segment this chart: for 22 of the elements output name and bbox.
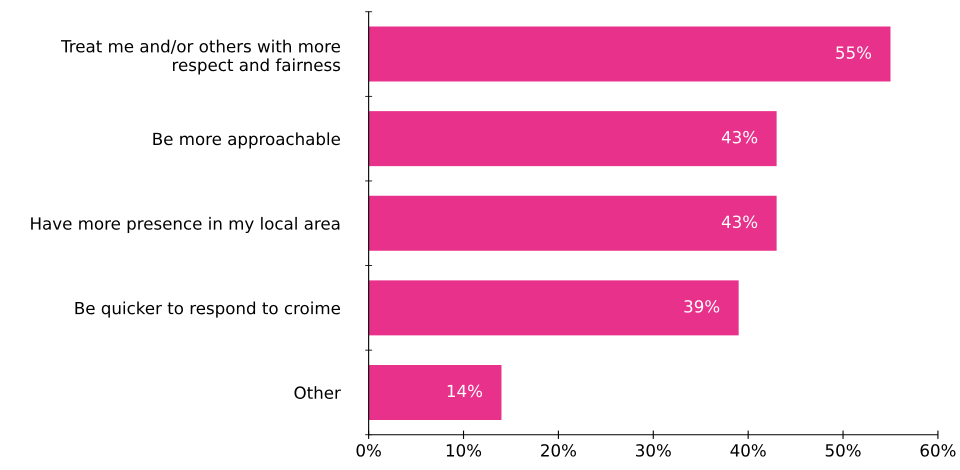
bar (368, 111, 777, 166)
data-label: 39% (684, 300, 720, 313)
x-tick-label: 30% (636, 444, 671, 457)
x-tick-label: 20% (541, 444, 576, 457)
y-tick-label: Other (294, 386, 341, 400)
data-label: 43% (722, 130, 758, 144)
y-tick-label: Have more presence in my local area (31, 216, 340, 234)
data-label: 14% (448, 384, 482, 398)
x-tick-label: 10% (446, 444, 482, 457)
bar (368, 26, 890, 82)
x-tick-label: 60% (920, 444, 956, 457)
y-tick-label: Be more approachable (153, 132, 340, 148)
bar (368, 364, 502, 420)
x-tick-label: 40% (730, 444, 766, 457)
data-label: 55% (836, 46, 872, 59)
y-tick-label: Be quicker to respond to croime (75, 302, 340, 318)
bar (368, 196, 777, 251)
x-tick-label: 0% (356, 444, 381, 457)
y-tick-label: Treat me and/or others with more respect and fairness (61, 40, 340, 74)
data-label: 43% (722, 215, 758, 228)
bar (368, 280, 739, 336)
x-tick-label: 50% (826, 444, 861, 457)
